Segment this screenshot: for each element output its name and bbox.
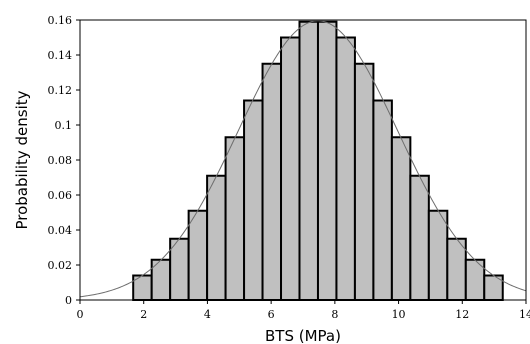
histogram-bar	[280, 36, 301, 301]
histogram-bar	[335, 36, 356, 301]
x-tick-label: 6	[268, 308, 275, 321]
histogram-bar	[316, 20, 338, 301]
x-tick-label: 10	[392, 308, 406, 321]
x-tick-label: 2	[140, 308, 147, 321]
y-axis-ticks: 0 0.02 0.04 0.06 0.08 0.1 0.12 0.14 0.16	[48, 14, 80, 307]
y-tick-label: 0	[65, 294, 72, 307]
y-tick-label: 0.06	[48, 189, 73, 202]
histogram-bar	[298, 20, 319, 301]
x-axis-ticks: 0 2 4 6 8 10 12 14	[77, 300, 530, 321]
density-curve	[79, 20, 527, 298]
y-tick-label: 0.1	[55, 119, 73, 132]
x-tick-label: 14	[519, 308, 530, 321]
histogram-bar	[427, 209, 449, 301]
histogram-bar	[409, 174, 430, 301]
histogram-bar	[372, 99, 393, 301]
x-tick-label: 4	[204, 308, 211, 321]
histogram-bar	[224, 136, 246, 301]
x-tick-label: 0	[77, 308, 84, 321]
histogram-bar	[243, 99, 264, 301]
y-tick-label: 0.02	[48, 259, 73, 272]
y-tick-label: 0.08	[48, 154, 73, 167]
histogram-bar	[353, 62, 375, 301]
x-tick-label: 12	[455, 308, 469, 321]
histogram-bar	[390, 136, 412, 301]
y-tick-label: 0.04	[48, 224, 73, 237]
x-axis-title: BTS (MPa)	[265, 327, 341, 344]
histogram-bar	[187, 209, 209, 301]
histogram-bar	[446, 237, 467, 301]
histogram-bars	[132, 20, 504, 301]
y-tick-label: 0.12	[48, 84, 73, 97]
histogram-bar	[261, 62, 283, 301]
histogram-bar	[169, 237, 190, 301]
y-tick-label: 0.14	[48, 49, 73, 62]
histogram-bar	[206, 174, 227, 301]
x-tick-label: 8	[331, 308, 338, 321]
y-axis-title: Probability density	[13, 90, 31, 229]
y-tick-label: 0.16	[48, 14, 73, 27]
